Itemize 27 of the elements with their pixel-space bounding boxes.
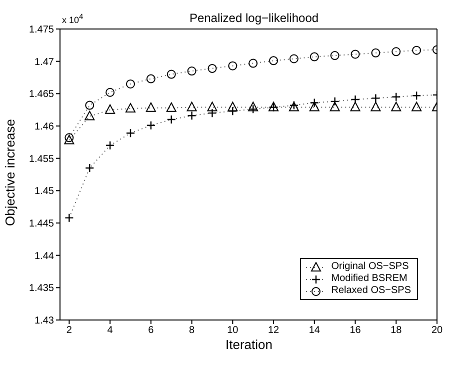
legend-label: Original OS−SPS [331, 261, 409, 273]
y-tick-label: 1.455 [28, 154, 54, 165]
y-tick-label: 1.47 [34, 56, 54, 68]
y-tick-label: 1.43 [34, 316, 54, 327]
y-tick-label: 1.44 [34, 250, 54, 262]
x-tick-label: 4 [107, 325, 114, 336]
y-tick-label: 1.435 [28, 283, 54, 294]
x-tick-label: 10 [227, 325, 239, 336]
x-tick-label: 16 [350, 325, 362, 336]
y-tick-label: 1.475 [28, 24, 54, 36]
y-tick-label: 1.465 [28, 89, 54, 100]
x-tick-label: 6 [148, 325, 154, 336]
legend-label: Relaxed OS−SPS [331, 285, 411, 297]
legend-label: Modified BSREM [331, 273, 408, 285]
x-tick-label: 14 [308, 325, 320, 336]
y-tick-label: 1.445 [28, 218, 54, 230]
text: x 10$^{4}$ [62, 12, 84, 25]
x-tick-label: 20 [431, 325, 443, 336]
x-tick-label: 18 [390, 325, 402, 336]
x-tick-label: 8 [189, 325, 196, 336]
y-tick-label: 1.45 [34, 186, 54, 198]
y-tick-label: 1.46 [34, 122, 54, 133]
chart-title: Penalized log−likelihood [189, 11, 319, 25]
x-axis-title: Iteration [226, 337, 272, 352]
x-tick-label: 12 [268, 325, 280, 336]
x-tick-label: 2 [66, 325, 72, 336]
y-axis-title: Objective increase [2, 119, 18, 226]
